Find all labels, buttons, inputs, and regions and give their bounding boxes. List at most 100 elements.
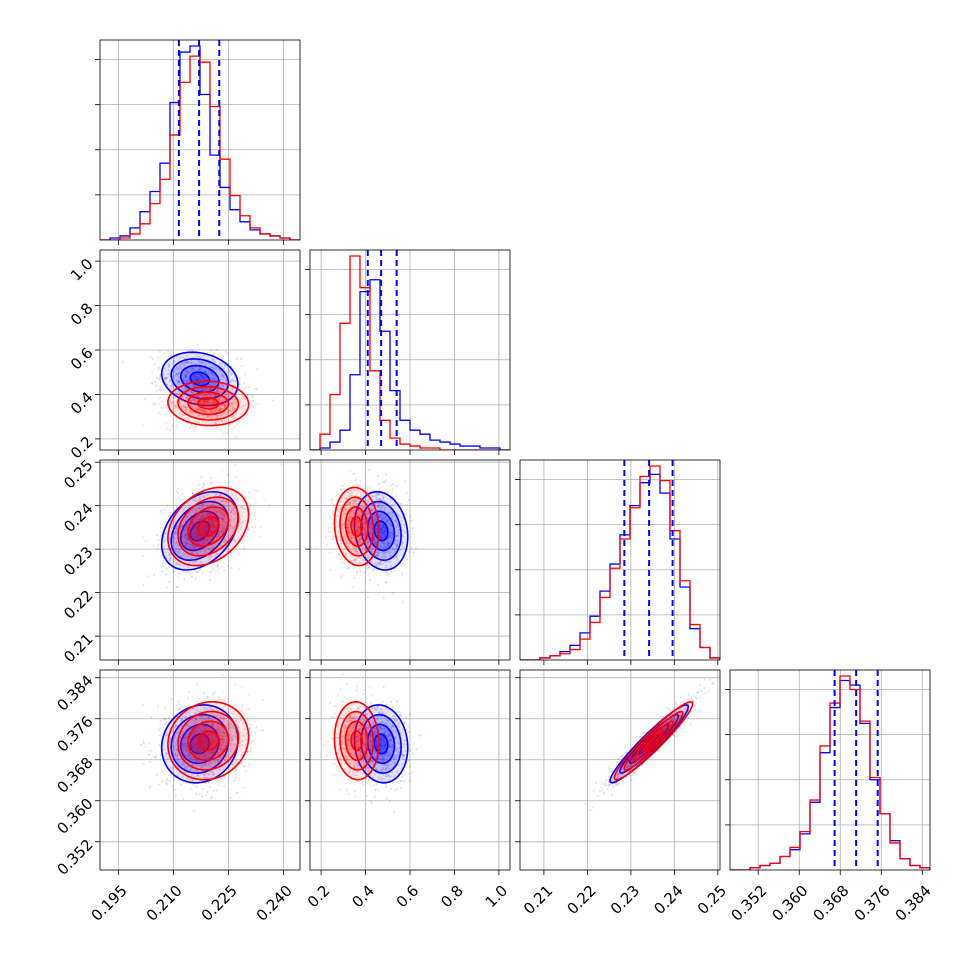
- sample-point: [244, 497, 247, 500]
- sample-point: [233, 400, 236, 403]
- sample-point: [192, 547, 196, 550]
- sample-point: [212, 525, 215, 528]
- sample-point: [367, 557, 370, 560]
- sample-point: [220, 419, 224, 422]
- sample-point: [159, 385, 162, 388]
- sample-point: [196, 377, 200, 380]
- sample-point: [385, 546, 388, 549]
- contour-fill-red: [345, 506, 368, 547]
- sample-point: [239, 357, 243, 360]
- sample-point: [172, 778, 176, 781]
- sample-point: [184, 531, 187, 534]
- sample-point: [208, 751, 211, 754]
- sample-point: [356, 508, 360, 511]
- sample-point: [225, 539, 228, 542]
- sample-point: [220, 500, 223, 503]
- sample-point: [238, 383, 241, 386]
- sample-point: [218, 368, 221, 371]
- sample-point: [384, 529, 387, 532]
- sample-point: [213, 736, 216, 739]
- contour-red: [344, 506, 369, 547]
- sample-point: [224, 394, 227, 397]
- sample-point: [353, 520, 357, 523]
- sample-point: [191, 491, 194, 495]
- sample-point: [173, 532, 176, 535]
- sample-point: [204, 529, 207, 532]
- sample-point: [227, 481, 231, 484]
- sample-point: [200, 476, 203, 479]
- sample-point: [166, 427, 169, 430]
- sample-point: [210, 570, 213, 573]
- sample-point: [221, 743, 224, 747]
- sample-point: [384, 518, 387, 521]
- sample-point: [271, 399, 275, 402]
- sample-point: [347, 527, 350, 530]
- sample-point: [170, 382, 174, 385]
- sample-point: [210, 526, 213, 529]
- sample-point: [198, 506, 202, 509]
- sample-point: [190, 575, 193, 578]
- sample-point: [223, 513, 226, 516]
- sample-point: [354, 524, 357, 527]
- sample-point: [361, 538, 364, 541]
- sample-point: [203, 742, 206, 745]
- sample-point: [204, 537, 207, 541]
- sample-point: [200, 741, 204, 744]
- sample-point: [175, 550, 178, 553]
- sample-point: [235, 759, 238, 762]
- sample-point: [221, 384, 225, 388]
- sample-point: [212, 508, 216, 511]
- sample-point: [368, 529, 371, 532]
- sample-point: [195, 758, 198, 761]
- sample-point: [343, 512, 346, 515]
- sample-point: [249, 749, 253, 752]
- sample-point: [195, 709, 199, 712]
- sample-point: [353, 558, 356, 561]
- sample-point: [344, 508, 348, 511]
- sample-point: [182, 747, 185, 751]
- sample-point: [203, 528, 206, 531]
- sample-point: [209, 514, 213, 517]
- sample-point: [212, 508, 215, 511]
- histogram-red-p1: [310, 255, 510, 450]
- sample-point: [207, 401, 210, 404]
- sample-point: [239, 528, 242, 531]
- sample-point: [201, 394, 204, 397]
- sample-point: [377, 562, 380, 565]
- sample-point: [230, 407, 233, 410]
- sample-point: [251, 396, 254, 399]
- sample-point: [388, 534, 391, 537]
- sample-point: [198, 740, 201, 743]
- sample-point: [367, 490, 370, 493]
- sample-point: [382, 526, 385, 529]
- sample-point: [211, 739, 214, 742]
- sample-point: [369, 527, 373, 530]
- sample-point: [203, 400, 206, 403]
- sample-point: [354, 501, 357, 505]
- contour-red: [187, 391, 230, 416]
- sample-point: [200, 401, 203, 404]
- sample-point: [212, 789, 215, 792]
- sample-point: [203, 550, 207, 553]
- sample-point: [331, 499, 334, 502]
- sample-point: [198, 413, 202, 416]
- sample-point: [230, 416, 233, 419]
- sample-point: [173, 751, 176, 754]
- sample-point: [168, 403, 172, 407]
- sample-point: [175, 527, 178, 530]
- sample-point: [211, 525, 214, 528]
- sample-point: [171, 400, 175, 403]
- sample-point: [216, 515, 219, 518]
- sample-point: [344, 497, 347, 500]
- sample-point: [204, 734, 207, 737]
- sample-point: [252, 400, 255, 403]
- sample-point: [382, 547, 386, 550]
- sample-point: [388, 535, 391, 538]
- sample-point: [209, 736, 212, 740]
- sample-point: [208, 734, 211, 737]
- sample-point: [174, 725, 177, 729]
- sample-point: [209, 752, 212, 755]
- sample-point: [221, 374, 224, 377]
- sample-point: [176, 379, 179, 383]
- sample-point: [183, 373, 186, 376]
